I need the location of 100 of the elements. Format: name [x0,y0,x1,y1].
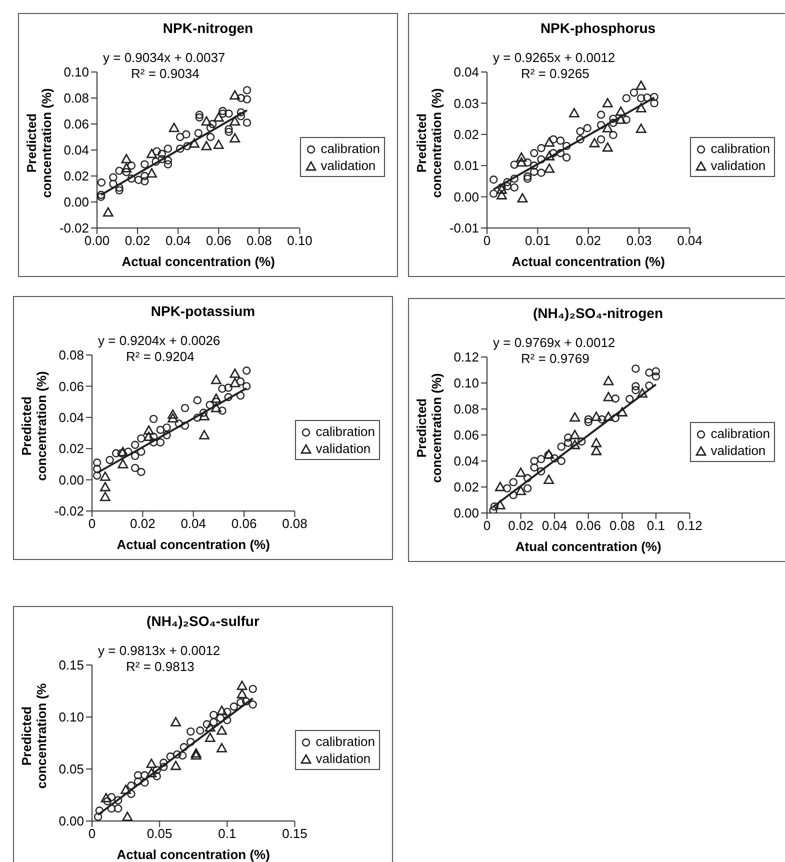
point [598,415,606,424]
point [114,796,122,804]
point [242,95,252,104]
chart-title: (NH₄)₂SO₄-sulfur [146,613,260,629]
point [94,812,102,821]
legend-label: validation [710,157,766,174]
point [557,442,566,451]
point [523,172,532,181]
point [242,366,251,375]
legend-label: calibration [320,140,380,157]
point [625,394,634,404]
point [637,388,648,398]
point [140,160,149,168]
x-tick-label: 0.04 [165,233,191,248]
x-tick-label: 0.08 [246,233,272,248]
point [591,446,602,456]
point [121,163,132,172]
point [503,182,512,190]
point [134,771,142,780]
point [523,484,532,492]
point [180,422,190,430]
point [218,384,226,393]
point [650,99,658,108]
point [115,186,124,194]
point [223,708,232,716]
point [530,149,538,158]
point [516,152,527,162]
y-tick-label: 0.02 [58,441,84,456]
point [204,722,216,732]
point [248,684,257,694]
point [636,80,646,90]
x-tick-label: 0.08 [610,518,635,534]
point [645,382,654,390]
point [230,116,240,126]
point [636,124,646,133]
point [544,164,555,173]
point [602,142,613,152]
point [636,102,646,112]
point [117,449,126,458]
point [201,116,212,126]
point [516,468,526,477]
x-tick-label: 0.02 [124,233,150,248]
point [510,174,518,183]
point [622,94,630,102]
y-tick-label: 0.15 [58,658,84,673]
point [645,368,654,377]
point [556,136,565,145]
point [122,168,130,176]
point [584,418,592,426]
point [158,155,166,164]
point [176,132,184,142]
y-tick-label: 0.03 [454,96,479,111]
point [162,423,171,432]
point [118,459,128,468]
point [100,482,110,492]
point [115,166,124,175]
point [530,456,538,466]
legend-label: calibration [710,425,770,442]
point [602,122,613,132]
point [166,752,174,761]
legend-label: calibration [710,140,770,157]
point [164,156,172,164]
point [168,409,178,419]
text: y = 0.9813x + 0.0012 [98,643,220,659]
x-tick-label: 0.12 [677,518,702,534]
point [537,168,546,177]
point [236,108,246,116]
x-axis-title: Atual concentration (%) [515,539,662,554]
y-tick-label: 0.04 [454,64,479,80]
x-tick-label: 0.04 [677,233,702,248]
point [224,393,232,402]
annotation: R² = 0.9034 [130,66,200,82]
y-tick-label: 0.01 [454,158,479,174]
point [195,113,204,122]
point [194,129,202,138]
point [230,378,240,388]
point [218,110,227,118]
point [100,492,110,502]
point [218,406,226,415]
point [170,760,181,770]
point [144,425,154,435]
point [596,120,606,130]
point [223,716,232,724]
text: y = 0.9034x + 0.0037 [103,50,226,66]
point [576,127,584,136]
chart-title: NPK-phosphorus [539,20,657,36]
point [168,122,180,132]
point [102,207,114,217]
legend-label: calibration [316,423,375,440]
y-tick-label: 0.00 [454,189,479,204]
point [636,94,646,102]
y-tick-label: 0.00 [58,472,84,488]
point [523,158,532,167]
y-tick-label: 0.00 [58,814,84,829]
x-tick-label: 0.01 [525,233,550,248]
x-axis-title: Actual concentration (%) [116,537,270,552]
point [186,727,195,736]
point [146,168,157,178]
point [242,697,250,706]
point [544,151,555,160]
